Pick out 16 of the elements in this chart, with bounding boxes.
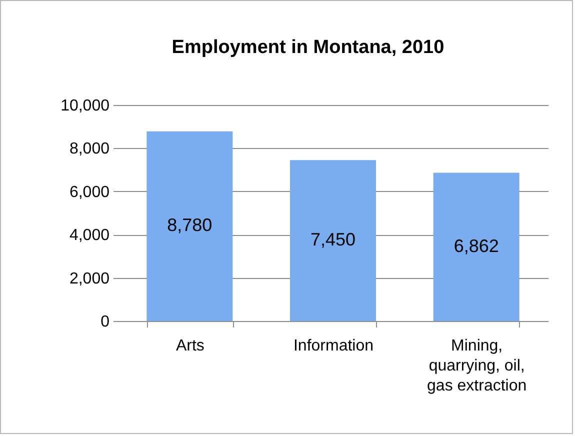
data-label: 7,450 bbox=[310, 230, 356, 250]
y-tick-label: 2,000 bbox=[69, 270, 110, 288]
bar bbox=[146, 131, 233, 321]
y-tick-label: 4,000 bbox=[69, 227, 110, 244]
bar bbox=[290, 160, 376, 321]
y-tick-label: 6,000 bbox=[69, 184, 110, 201]
y-tick-label: 0 bbox=[100, 314, 110, 330]
x-tick-label: Arts bbox=[176, 338, 204, 354]
y-tick-label: 10,000 bbox=[60, 98, 110, 114]
bar bbox=[433, 172, 520, 321]
x-tick-label: Mining, quarrying, oil, gas extraction bbox=[427, 338, 527, 394]
x-tick-label: Information bbox=[293, 338, 374, 354]
data-label: 6,862 bbox=[454, 236, 499, 256]
chart-title: Employment in Montana, 2010 bbox=[172, 37, 444, 58]
y-tick-label: 8,000 bbox=[69, 140, 110, 158]
data-label: 8,780 bbox=[167, 215, 212, 236]
